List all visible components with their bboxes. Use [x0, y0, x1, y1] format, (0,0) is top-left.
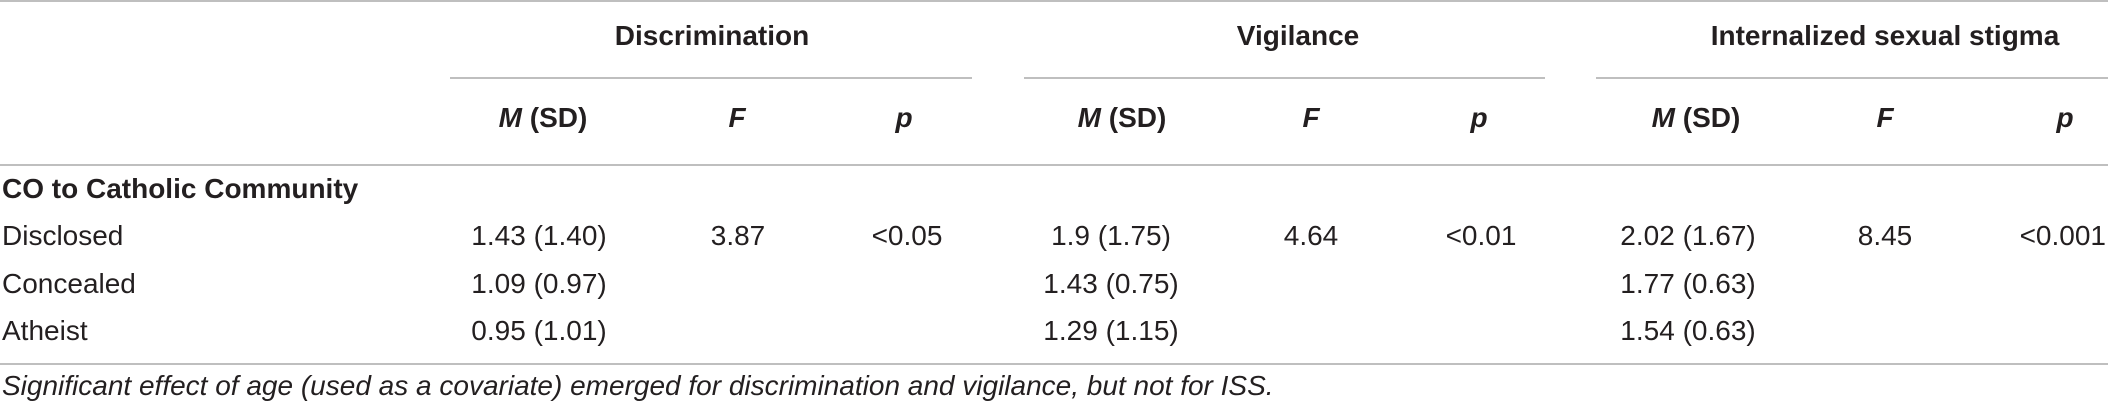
group-rule-vigilance [1024, 77, 1545, 79]
cell-disclosed-disc-p: <0.05 [871, 220, 943, 251]
cell-disclosed-disc-f: 3.87 [710, 220, 766, 251]
subheader-msd-iss: M (SD) [1651, 102, 1741, 133]
table-footnote: Significant effect of age (used as a cov… [2, 370, 1274, 401]
cell-disclosed-iss-f: 8.45 [1857, 220, 1913, 251]
group-header-discrimination: Discrimination [614, 20, 810, 51]
subheader-f-iss: F [1876, 102, 1894, 133]
cell-disclosed-disc-msd: 1.43 (1.40) [471, 220, 607, 251]
subheader-msd-vigilance: M (SD) [1077, 102, 1167, 133]
cell-disclosed-vig-p: <0.01 [1445, 220, 1517, 251]
row-label-concealed: Concealed [2, 268, 136, 299]
cell-atheist-disc-msd: 0.95 (1.01) [471, 315, 607, 346]
subheader-f-discrimination: F [728, 102, 746, 133]
cell-disclosed-iss-p: <0.001 [2019, 220, 2106, 251]
group-rule-iss [1596, 77, 2108, 79]
subheader-p-iss: p [2056, 102, 2074, 133]
cell-concealed-disc-msd: 1.09 (0.97) [471, 268, 607, 299]
cell-concealed-vig-msd: 1.43 (0.75) [1043, 268, 1179, 299]
subheader-p-vigilance: p [1470, 102, 1488, 133]
cell-concealed-iss-msd: 1.77 (0.63) [1620, 268, 1756, 299]
cell-disclosed-iss-msd: 2.02 (1.67) [1620, 220, 1756, 251]
cell-atheist-vig-msd: 1.29 (1.15) [1043, 315, 1179, 346]
header-bottom-rule [0, 164, 2108, 166]
group-header-internalized-sexual-stigma: Internalized sexual stigma [1710, 20, 2060, 51]
table-top-rule [0, 0, 2108, 2]
cell-disclosed-vig-f: 4.64 [1283, 220, 1339, 251]
table-bottom-rule [0, 363, 2108, 365]
cell-atheist-iss-msd: 1.54 (0.63) [1620, 315, 1756, 346]
section-title: CO to Catholic Community [2, 173, 359, 204]
subheader-msd-discrimination: M (SD) [498, 102, 588, 133]
subheader-f-vigilance: F [1302, 102, 1320, 133]
cell-disclosed-vig-msd: 1.9 (1.75) [1051, 220, 1171, 251]
group-rule-discrimination [450, 77, 972, 79]
group-header-vigilance: Vigilance [1236, 20, 1360, 51]
subheader-p-discrimination: p [895, 102, 913, 133]
row-label-atheist: Atheist [2, 315, 88, 346]
row-label-disclosed: Disclosed [2, 220, 124, 251]
